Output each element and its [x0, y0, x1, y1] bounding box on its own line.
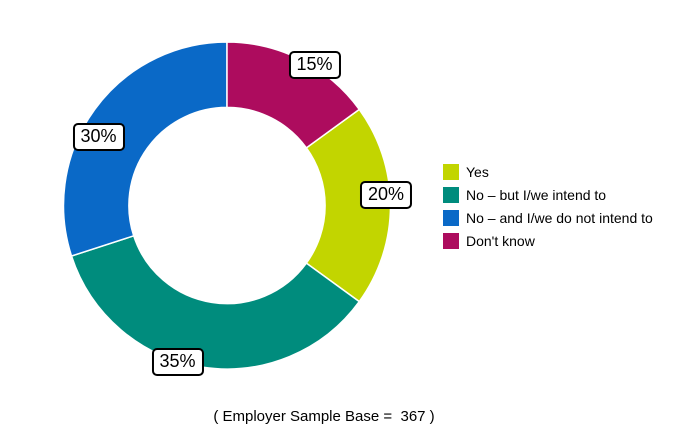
legend-item-don-t-know: Don't know	[443, 233, 653, 249]
slice-percent-label-yes: 20%	[359, 180, 413, 209]
legend-label: No – but I/we intend to	[466, 187, 607, 203]
donut-slice-no-but-i-we-intend-to	[70, 234, 361, 370]
slice-percent-label-no-but-i-we-intend-to: 35%	[151, 347, 204, 376]
slice-percent-label-don-t-know: 15%	[288, 50, 341, 79]
slice-percent-label-no-and-i-we-do-not-intend-to: 30%	[72, 122, 125, 151]
legend-swatch-icon	[443, 233, 459, 249]
donut-slice-yes	[305, 108, 392, 303]
legend-swatch-icon	[443, 210, 459, 226]
legend-swatch-icon	[443, 187, 459, 203]
legend-label: Yes	[466, 164, 489, 180]
donut-slice-don-t-know	[226, 41, 361, 149]
legend-swatch-icon	[443, 164, 459, 180]
legend-item-no-and-i-we-do-not-intend-to: No – and I/we do not intend to	[443, 210, 653, 226]
legend: Yes No – but I/we intend to No – and I/we …	[443, 164, 653, 256]
caption: ( Employer Sample Base = 367 )	[213, 408, 435, 425]
legend-label: Don't know	[466, 233, 535, 249]
legend-label: No – and I/we do not intend to	[466, 210, 653, 226]
legend-item-yes: Yes	[443, 164, 653, 180]
donut-slice-no-and-i-we-do-not-intend-to	[62, 41, 228, 257]
legend-item-no-but-i-we-intend-to: No – but I/we intend to	[443, 187, 653, 203]
